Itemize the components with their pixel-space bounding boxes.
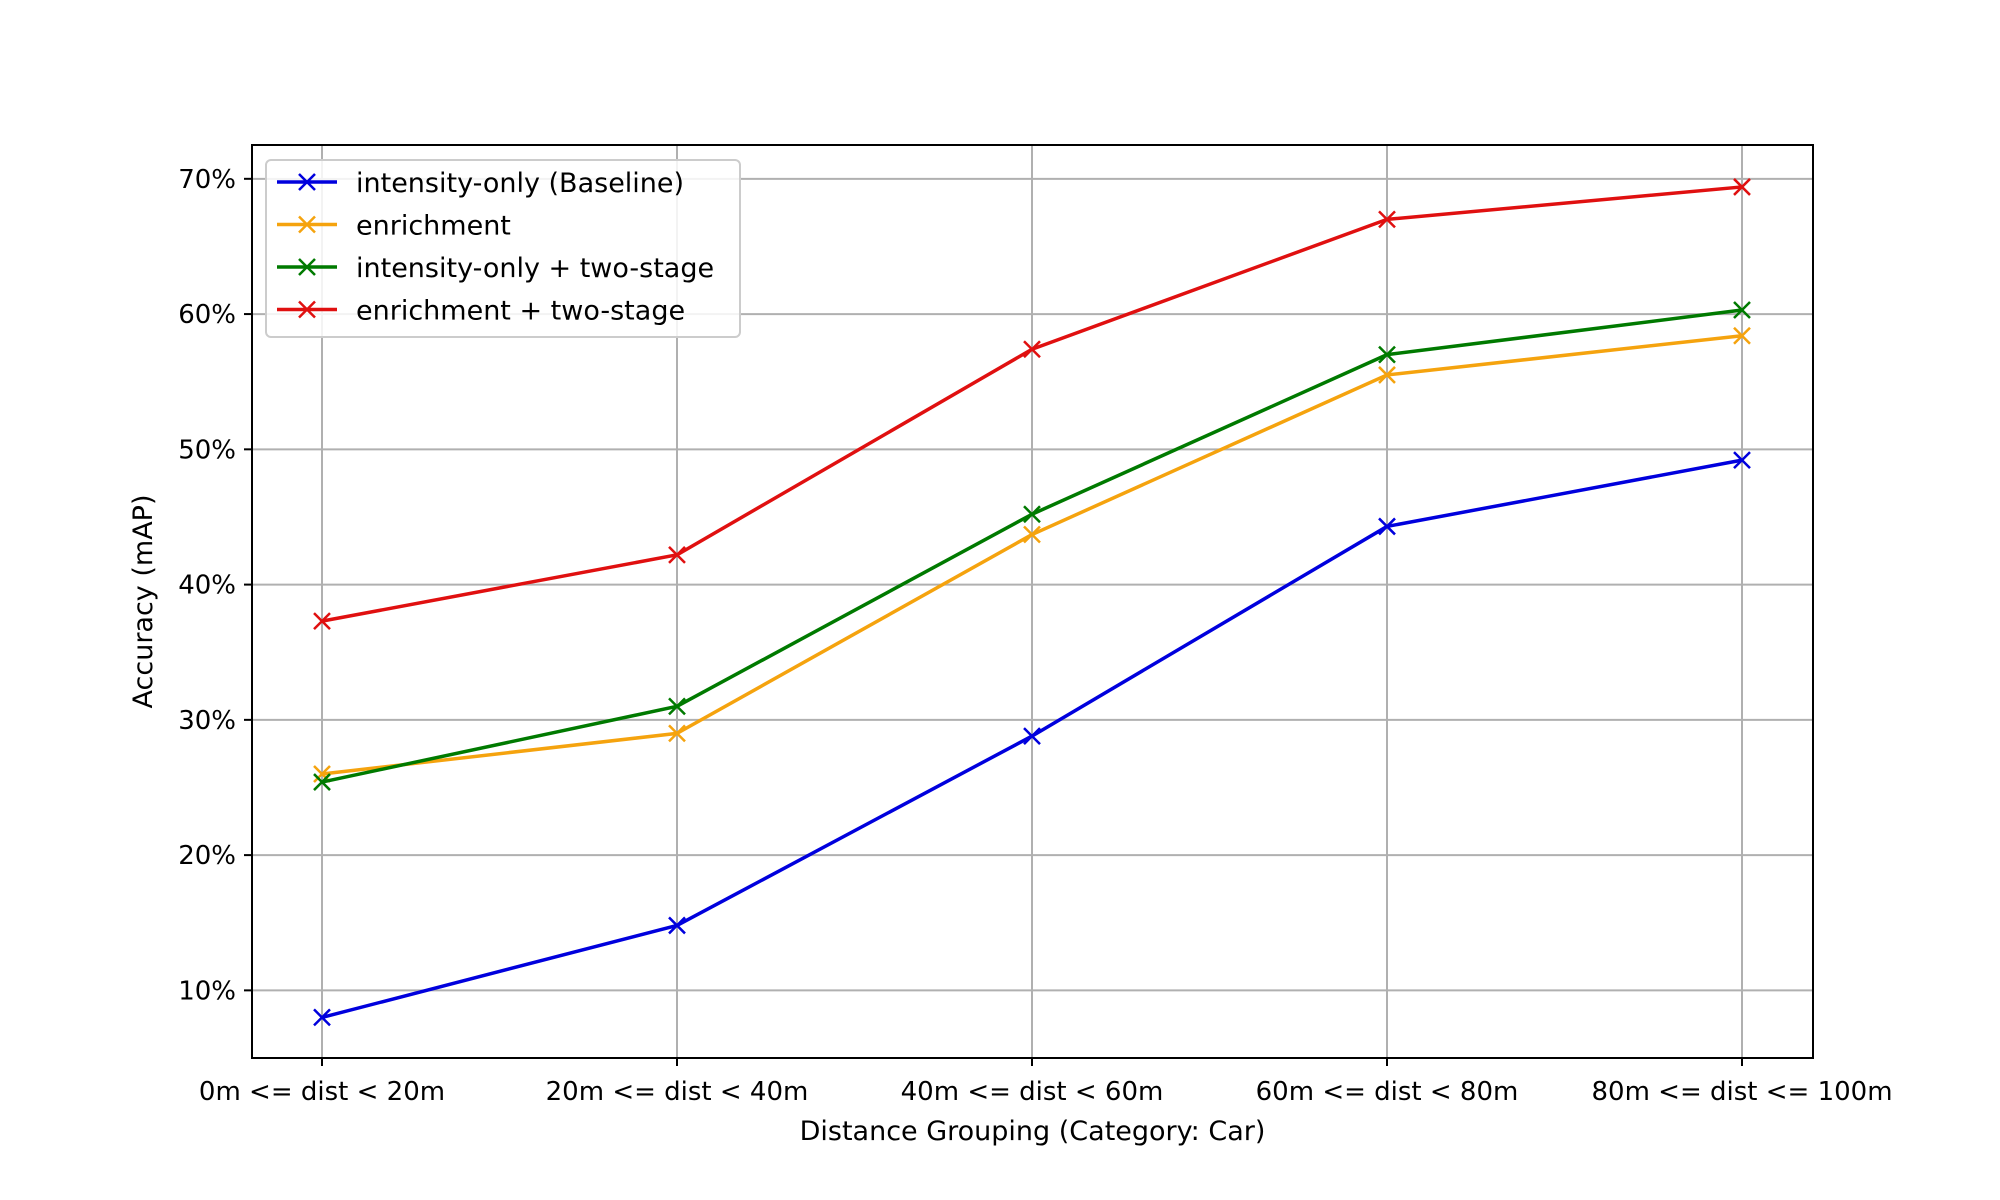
data-point bbox=[1378, 345, 1396, 364]
data-point bbox=[1733, 178, 1751, 196]
legend-item: enrichment + two-stage bbox=[277, 296, 685, 327]
legend-marker bbox=[298, 173, 316, 191]
legend-item: enrichment bbox=[277, 211, 511, 242]
legend-label: enrichment bbox=[356, 211, 511, 242]
legend-marker bbox=[298, 258, 316, 276]
data-point bbox=[313, 612, 331, 630]
data-point bbox=[1378, 210, 1396, 229]
legend-marker bbox=[298, 215, 316, 234]
data-point bbox=[1378, 366, 1396, 384]
legend-item: intensity-only + two-stage bbox=[277, 253, 714, 284]
data-point bbox=[668, 916, 686, 935]
y-axis-ticks: 10% 20% 30% 40% 50% 60% 70% bbox=[178, 165, 252, 1006]
x-tick-label: 20m <= dist < 40m bbox=[546, 1077, 809, 1107]
y-tick-label: 40% bbox=[178, 571, 236, 601]
y-tick-label: 10% bbox=[178, 976, 236, 1006]
data-point bbox=[313, 773, 331, 791]
data-point bbox=[1023, 525, 1041, 544]
data-point bbox=[1023, 505, 1041, 524]
series-4 bbox=[313, 178, 1751, 630]
y-tick-label: 20% bbox=[178, 841, 236, 871]
series-1 bbox=[313, 451, 1751, 1027]
legend-label: enrichment + two-stage bbox=[356, 296, 685, 327]
y-tick-label: 70% bbox=[178, 165, 236, 195]
legend-item: intensity-only (Baseline) bbox=[277, 168, 684, 199]
data-point bbox=[1733, 451, 1751, 470]
data-point bbox=[313, 1008, 331, 1027]
data-point bbox=[668, 697, 686, 716]
legend-label: intensity-only + two-stage bbox=[356, 253, 714, 284]
series-3 bbox=[313, 301, 1751, 791]
data-point bbox=[668, 724, 686, 743]
x-tick-label: 0m <= dist < 20m bbox=[199, 1077, 445, 1107]
x-axis-ticks: 0m <= dist < 20m 20m <= dist < 40m 40m <= … bbox=[199, 1058, 1893, 1107]
x-tick-label: 80m <= dist <= 100m bbox=[1591, 1077, 1892, 1107]
data-point bbox=[1023, 727, 1041, 745]
data-point bbox=[1023, 340, 1041, 359]
series-layer bbox=[313, 178, 1751, 1027]
y-tick-label: 50% bbox=[178, 435, 236, 465]
x-axis-label: Distance Grouping (Category: Car) bbox=[800, 1116, 1266, 1147]
y-tick-label: 60% bbox=[178, 300, 236, 330]
x-tick-label: 40m <= dist < 60m bbox=[901, 1077, 1164, 1107]
data-point bbox=[1378, 517, 1396, 536]
legend-box bbox=[265, 159, 741, 338]
legend-label: intensity-only (Baseline) bbox=[356, 168, 684, 199]
y-axis-label: Accuracy (mAP) bbox=[128, 495, 159, 709]
series-2 bbox=[313, 326, 1751, 783]
data-point bbox=[1733, 301, 1751, 319]
data-point bbox=[668, 545, 686, 564]
data-point bbox=[1733, 326, 1751, 345]
x-tick-label: 60m <= dist < 80m bbox=[1256, 1077, 1519, 1107]
legend: intensity-only (Baseline) enrichment inten… bbox=[265, 159, 741, 338]
y-tick-label: 30% bbox=[178, 706, 236, 736]
legend-marker bbox=[298, 300, 316, 319]
